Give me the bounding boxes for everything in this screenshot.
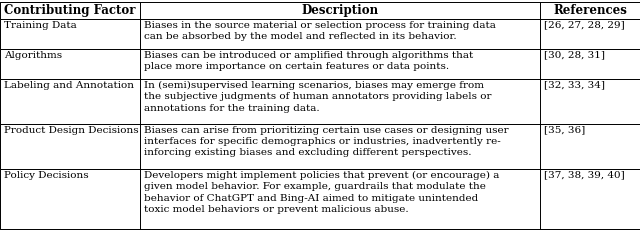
Text: References: References [553,4,627,17]
Bar [0,169,640,229]
Text: Description: Description [301,4,379,17]
Text: [26, 27, 28, 29]: [26, 27, 28, 29] [545,21,625,30]
Text: Policy Decisions: Policy Decisions [4,170,89,179]
Text: Training Data: Training Data [4,21,77,30]
Text: [32, 33, 34]: [32, 33, 34] [545,81,605,90]
Text: Biases can be introduced or amplified through algorithms that
place more importa: Biases can be introduced or amplified th… [145,51,474,71]
Text: Biases can arise from prioritizing certain use cases or designing user
interface: Biases can arise from prioritizing certa… [145,126,509,158]
Text: [35, 36]: [35, 36] [545,126,586,135]
Bar [0,124,640,169]
Bar [0,19,640,49]
Text: Labeling and Annotation: Labeling and Annotation [4,81,134,90]
Text: Developers might implement policies that prevent (or encourage) a
given model be: Developers might implement policies that… [145,170,500,214]
Text: In (semi)supervised learning scenarios, biases may emerge from
the subjective ju: In (semi)supervised learning scenarios, … [145,81,492,112]
Text: Contributing Factor: Contributing Factor [4,4,136,17]
Text: [37, 38, 39, 40]: [37, 38, 39, 40] [545,170,625,179]
Bar [0,79,640,124]
Text: [30, 28, 31]: [30, 28, 31] [545,51,605,60]
Text: Product Design Decisions: Product Design Decisions [4,126,139,135]
Text: Biases in the source material or selection process for training data
can be abso: Biases in the source material or selecti… [145,21,497,41]
Text: Algorithms: Algorithms [4,51,63,60]
Bar [0,2,640,19]
Bar [0,49,640,79]
